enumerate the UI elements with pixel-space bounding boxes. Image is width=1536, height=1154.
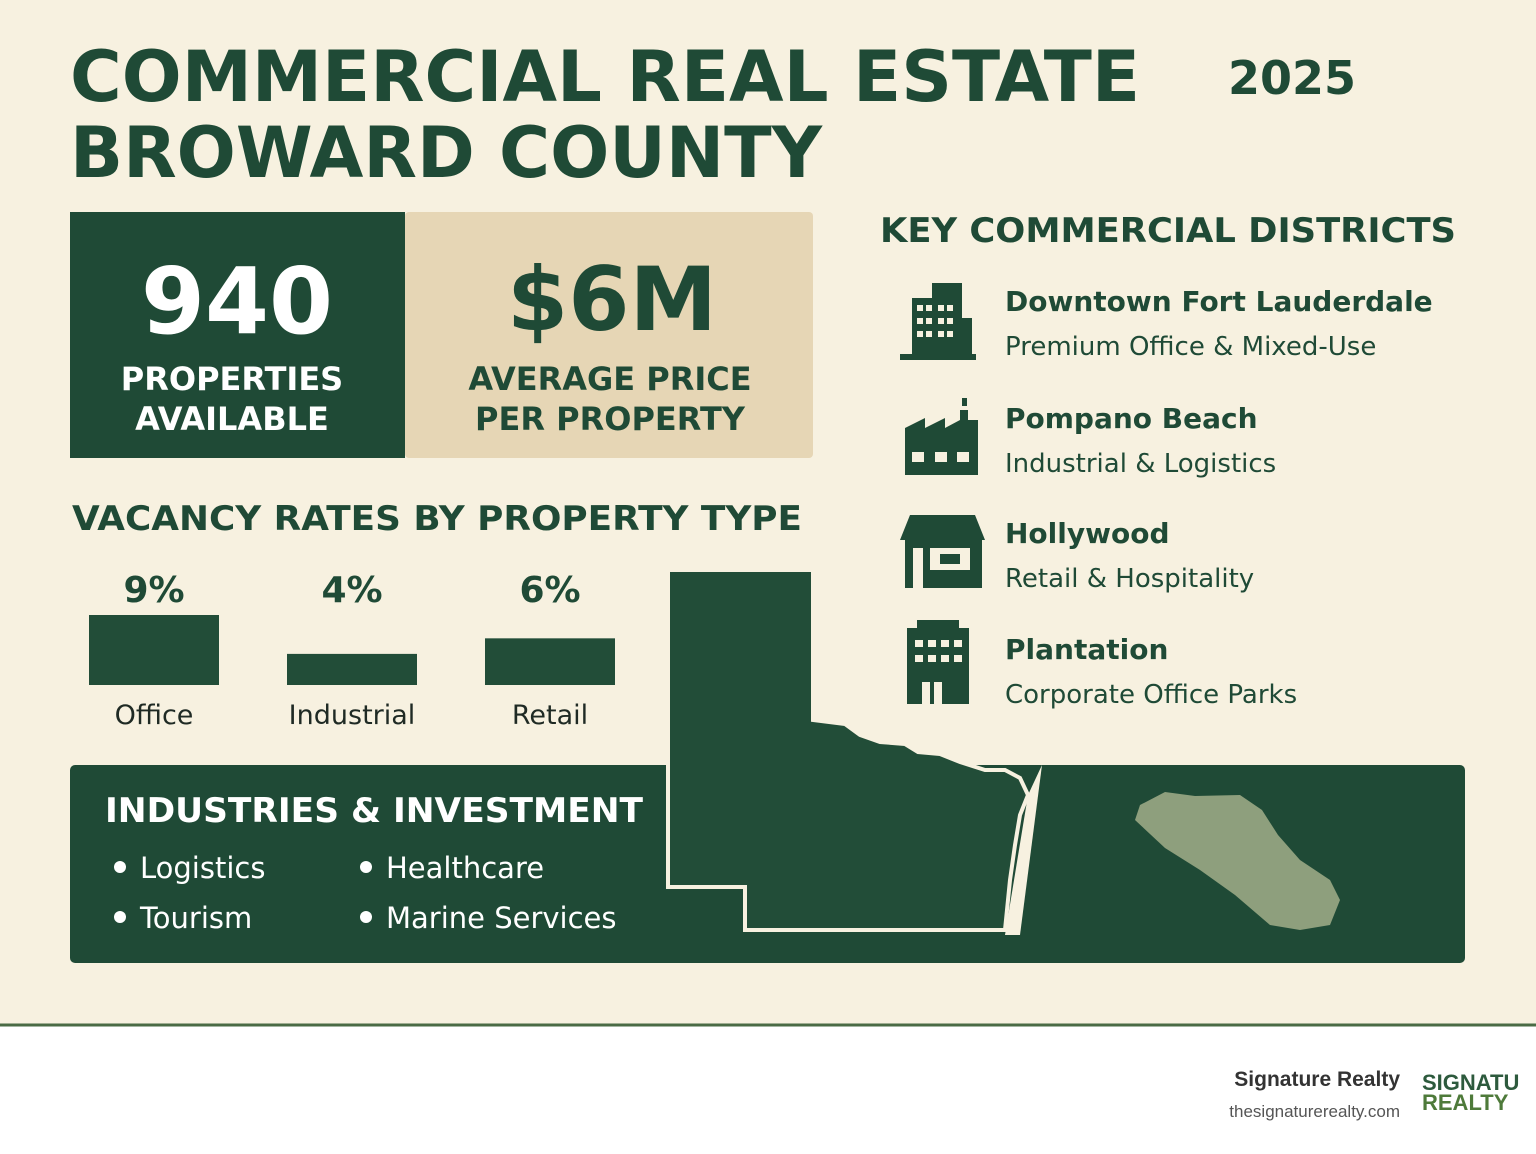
district-description: Industrial & Logistics: [1005, 449, 1276, 479]
district-name: Downtown Fort Lauderdale: [1005, 285, 1433, 318]
chart-title: VACANCY RATES BY PROPERTY TYPE: [72, 499, 802, 539]
value-label: 6%: [519, 570, 580, 611]
map-inset: [1135, 792, 1340, 930]
county-map: [666, 568, 1031, 932]
bar: [89, 615, 219, 685]
district-description: Retail & Hospitality: [1005, 564, 1254, 594]
section-title: INDUSTRIES & INVESTMENT: [105, 791, 644, 831]
website[interactable]: thesignaturerealty.com: [1229, 1102, 1400, 1121]
stat-value: $6M: [507, 248, 717, 351]
stat-value: 940: [141, 248, 333, 355]
district-name: Pompano Beach: [1005, 402, 1258, 435]
industry: Tourism: [139, 901, 252, 935]
industry: Logistics: [140, 851, 265, 885]
value-label: 4%: [321, 570, 382, 611]
bullet: [114, 911, 126, 923]
stat-label: AVAILABLE: [135, 400, 329, 438]
icon-store: [900, 515, 985, 588]
category-label: Retail: [512, 700, 588, 731]
bullet: [360, 911, 372, 923]
stat-label: PER PROPERTY: [475, 400, 746, 438]
logo-text: REALTY: [1422, 1090, 1509, 1115]
district-name: Plantation: [1005, 633, 1168, 666]
industry: Healthcare: [386, 851, 544, 885]
icon-office: [900, 283, 976, 360]
bullet: [114, 861, 126, 873]
map-coast: [1005, 765, 1042, 935]
stat-label: AVERAGE PRICE: [468, 360, 751, 398]
title: BROWARD COUNTY: [70, 112, 823, 194]
district-description: Corporate Office Parks: [1005, 680, 1297, 710]
stat-card: [70, 212, 405, 458]
value-label: 9%: [123, 570, 184, 611]
category-label: Office: [115, 700, 194, 731]
bar: [287, 653, 417, 685]
title: COMMERCIAL REAL ESTATE: [70, 36, 1140, 118]
category-label: Industrial: [289, 700, 416, 731]
district-name: Hollywood: [1005, 517, 1170, 550]
district-description: Premium Office & Mixed-Use: [1005, 332, 1376, 362]
year: 2025: [1228, 51, 1356, 105]
logo-text: SIGNATU: [1422, 1070, 1519, 1095]
stat-label: PROPERTIES: [121, 360, 343, 398]
section-title: KEY COMMERCIAL DISTRICTS: [880, 211, 1456, 251]
icon-building: [907, 620, 969, 704]
icon-factory: [905, 398, 978, 475]
bullet: [360, 861, 372, 873]
bar: [485, 638, 615, 685]
industry: Marine Services: [386, 901, 617, 935]
stat-card: [405, 212, 813, 458]
footer-background: [0, 1025, 1536, 1154]
company-name: Signature Realty: [1234, 1068, 1400, 1091]
